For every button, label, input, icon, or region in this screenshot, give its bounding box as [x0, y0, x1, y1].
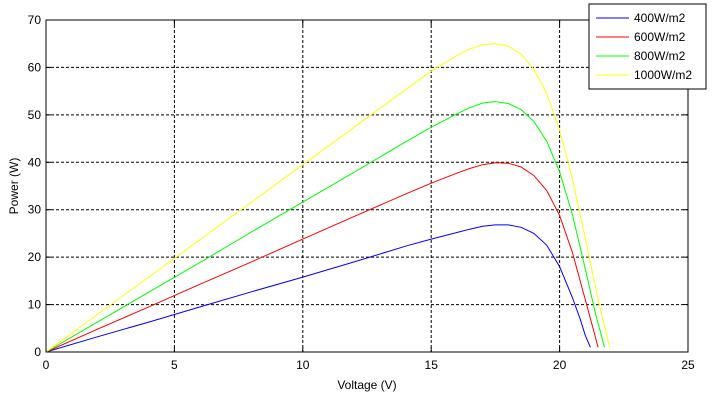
legend-label-0: 400W/m2	[634, 11, 686, 25]
y-tick-label: 40	[28, 155, 42, 169]
plot-frame	[45, 19, 689, 353]
axis-ticks: 0 5 10 15 20 25 0 10 20 30 40 50 60 70	[28, 13, 695, 372]
y-axis-label: Power (W)	[7, 158, 21, 215]
x-tick-label: 0	[43, 358, 50, 372]
grid-lines	[46, 20, 688, 352]
y-tick-label: 50	[28, 108, 42, 122]
y-tick-label: 20	[28, 250, 42, 264]
y-tick-label: 60	[28, 60, 42, 74]
legend-label-3: 1000W/m2	[634, 68, 692, 82]
x-tick-label: 25	[681, 358, 695, 372]
x-tick-label: 20	[553, 358, 567, 372]
x-tick-label: 5	[171, 358, 178, 372]
y-tick-label: 70	[28, 13, 42, 27]
x-tick-label: 15	[425, 358, 439, 372]
y-tick-label: 0	[34, 345, 41, 359]
legend-label-2: 800W/m2	[634, 49, 686, 63]
series-line-1	[45, 162, 599, 353]
series-lines	[45, 43, 611, 353]
y-tick-label: 30	[28, 203, 42, 217]
x-tick-label: 10	[296, 358, 310, 372]
series-line-0	[45, 224, 591, 353]
series-line-2	[45, 101, 605, 353]
series-line-3	[45, 43, 611, 353]
legend: 400W/m2 600W/m2 800W/m2 1000W/m2	[588, 3, 707, 90]
legend-label-1: 600W/m2	[634, 30, 686, 44]
y-tick-label: 10	[28, 298, 42, 312]
x-axis-label: Voltage (V)	[337, 378, 396, 392]
